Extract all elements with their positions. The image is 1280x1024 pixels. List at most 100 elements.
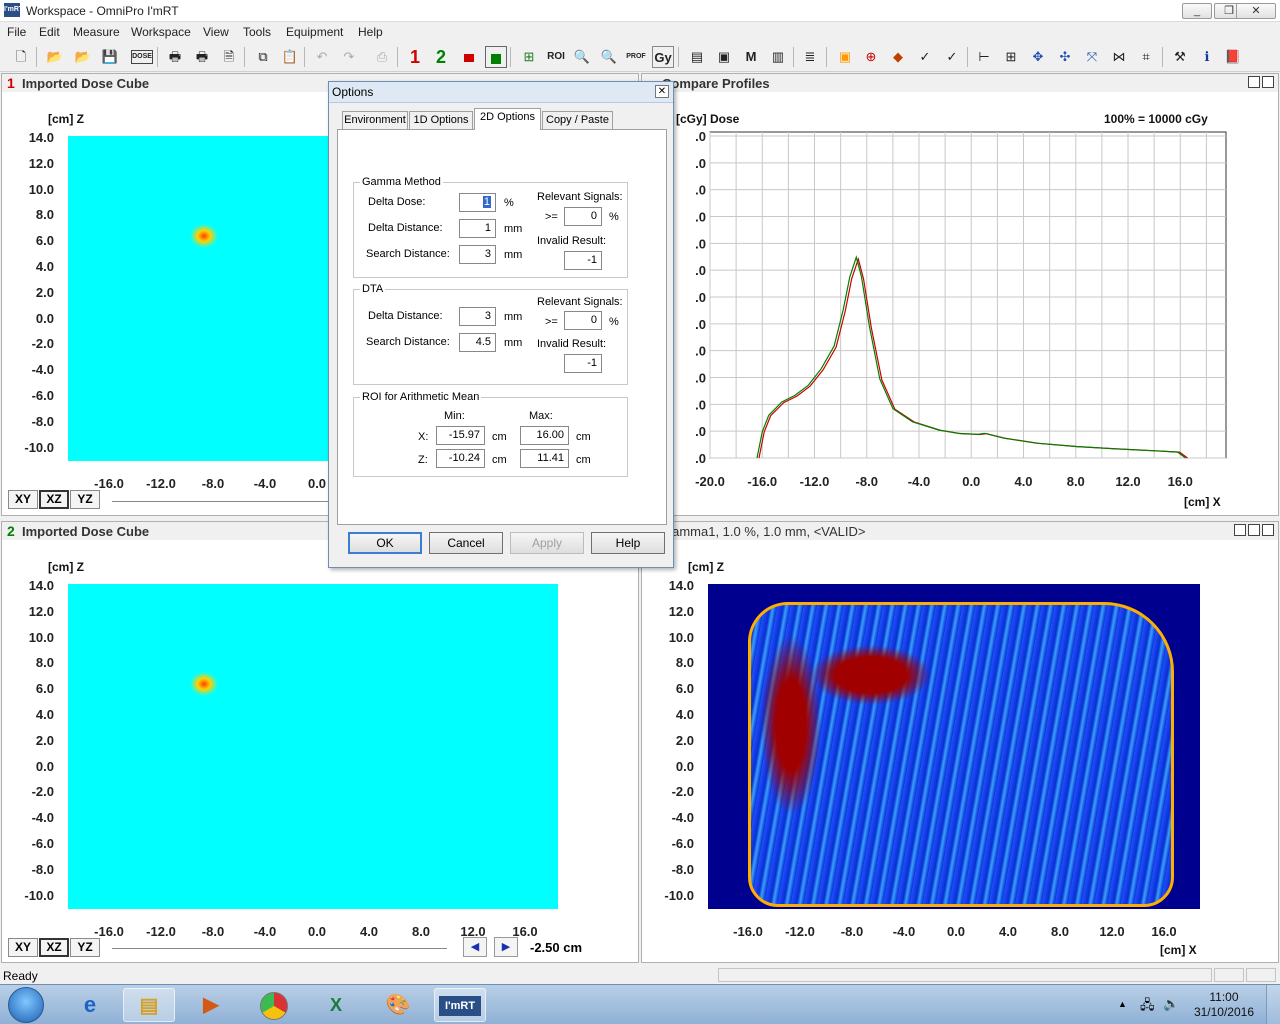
m-icon[interactable]: M (745, 49, 757, 64)
menu-equipment[interactable]: Equipment (286, 25, 344, 39)
imrt-taskbar-button[interactable]: I'mRT (434, 988, 486, 1022)
move-icon[interactable]: ✥ (1032, 49, 1044, 64)
disabled-print-icon[interactable]: ⎙ (376, 49, 388, 64)
internet-explorer-icon[interactable]: e (83, 992, 97, 1017)
tab-copy-paste[interactable]: Copy / Paste (542, 111, 613, 129)
view-yz-button[interactable]: YZ (70, 490, 100, 509)
relevant-signals-input[interactable]: 0 (564, 207, 602, 226)
gamma-map-image[interactable] (708, 584, 1200, 909)
menu-edit[interactable]: Edit (39, 25, 60, 39)
dataset-1-button[interactable]: 1 (409, 47, 420, 67)
view-yz-button[interactable]: YZ (70, 938, 100, 957)
profile-plot[interactable]: .0 .0 .0 .0 .0 .0 .0 .0 .0 .0 .0 .0 .0 -20.0 -16.0 -12.… (642, 74, 1279, 516)
new-icon[interactable]: 🗋 (15, 49, 27, 64)
profile-icon[interactable]: ⊞ (523, 49, 535, 64)
view-xy-button[interactable]: XY (8, 938, 38, 957)
plane-slider[interactable] (112, 948, 447, 951)
ok-button[interactable]: OK (348, 532, 422, 554)
isodose-icon[interactable]: ▣ (838, 49, 852, 64)
menu-measure[interactable]: Measure (73, 25, 120, 39)
align-icon[interactable]: ⊞ (1005, 49, 1017, 64)
media-player-icon[interactable]: ▶ (203, 994, 219, 1016)
close-button[interactable]: ✕ (1236, 3, 1276, 19)
open-icon[interactable]: 📂 (46, 49, 64, 64)
prev-plane-button[interactable]: ◀ (463, 937, 487, 957)
book-icon[interactable]: 📕 (1224, 49, 1242, 64)
close-panel-button[interactable] (1262, 524, 1274, 536)
rotate-icon[interactable]: ✣ (1059, 49, 1071, 64)
dose-distribution-image[interactable] (68, 136, 330, 461)
info-panel-icon[interactable]: ▣ (717, 49, 731, 64)
paste-icon[interactable]: 📋 (281, 49, 299, 64)
menu-file[interactable]: File (7, 25, 27, 39)
zoom-in-icon[interactable]: 🔍 (573, 49, 591, 64)
print-preview-icon[interactable]: 🗎 (223, 49, 235, 64)
axis-icon[interactable]: ⊢ (978, 49, 990, 64)
copy-icon[interactable]: ⧉ (258, 49, 268, 64)
minimize-button[interactable]: _ (1182, 3, 1212, 19)
dta-relevant-signals-input[interactable]: 0 (564, 311, 602, 330)
next-plane-button[interactable]: ▶ (494, 937, 518, 957)
compare-datasets-icon[interactable] (458, 46, 480, 68)
dose-distribution-image[interactable] (68, 584, 558, 909)
grid-icon[interactable]: ▥ (771, 49, 785, 64)
dataset-2-button[interactable]: 2 (435, 47, 446, 67)
invalid-result-input[interactable]: -1 (564, 251, 602, 270)
info-icon[interactable]: ℹ (1204, 49, 1210, 64)
view-xy-button[interactable]: XY (8, 490, 38, 509)
tab-environment[interactable]: Environment (342, 111, 408, 129)
roi-z-max-input[interactable]: 11.41 (520, 449, 569, 468)
overlay-icon[interactable] (485, 46, 507, 68)
view-xz-button[interactable]: XZ (39, 938, 69, 957)
show-desktop-button[interactable] (1266, 985, 1280, 1024)
menu-tools[interactable]: Tools (243, 25, 272, 39)
gamma-icon[interactable]: ✓ (919, 49, 931, 64)
plane-slider[interactable] (112, 501, 330, 504)
tab-2d-options[interactable]: 2D Options (474, 108, 541, 130)
list-button[interactable] (1234, 524, 1246, 536)
roi-x-min-input[interactable]: -15.97 (436, 426, 485, 445)
view-xz-button[interactable]: XZ (39, 490, 69, 509)
start-button[interactable] (8, 987, 44, 1023)
excel-icon[interactable]: X (329, 995, 342, 1015)
paint-icon[interactable]: 🎨 (385, 994, 411, 1016)
tray-arrow-icon[interactable]: ▲ (1118, 999, 1127, 1009)
menu-help[interactable]: Help (358, 25, 383, 39)
volume-icon[interactable]: 🔈 (1163, 996, 1180, 1011)
save-icon[interactable]: 💾 (101, 49, 119, 64)
cancel-button[interactable]: Cancel (429, 532, 503, 554)
undo-icon[interactable]: ↶ (316, 49, 328, 64)
tools-icon[interactable]: ⚒ (1174, 49, 1186, 64)
profile-tool-icon[interactable]: PROF (626, 53, 646, 60)
list-icon[interactable]: ≣ (804, 49, 816, 64)
close-panel-button[interactable] (1262, 76, 1274, 88)
clock[interactable]: 11:00 31/10/2016 (1194, 990, 1254, 1020)
open-measurement-icon[interactable]: 📂 (74, 49, 92, 64)
dose-icon[interactable]: DOSE (131, 50, 153, 64)
tab-1d-options[interactable]: 1D Options (409, 111, 473, 129)
search-distance-input[interactable]: 3 (459, 245, 496, 264)
roi-icon[interactable]: ROI (547, 51, 565, 62)
target-icon[interactable]: ⊕ (865, 49, 877, 64)
zoom-out-icon[interactable]: 🔍 (600, 49, 618, 64)
print-icon[interactable]: 🖶 (168, 49, 182, 64)
mirror-icon[interactable]: ⋈ (1112, 49, 1126, 64)
menu-view[interactable]: View (203, 25, 229, 39)
help-button[interactable]: Help (591, 532, 665, 554)
roi-x-max-input[interactable]: 16.00 (520, 426, 569, 445)
roi-z-min-input[interactable]: -10.24 (436, 449, 485, 468)
network-icon[interactable]: 🖧 (1140, 997, 1155, 1012)
menu-workspace[interactable]: Workspace (131, 25, 191, 39)
layout-button[interactable] (1248, 524, 1260, 536)
delta-dose-input[interactable]: 1 (459, 193, 496, 212)
table-icon[interactable]: ▤ (690, 49, 704, 64)
dta-delta-distance-input[interactable]: 3 (459, 307, 496, 326)
delta-distance-input[interactable]: 1 (459, 219, 496, 238)
color-wash-icon[interactable]: ◆ (893, 49, 903, 64)
file-explorer-icon[interactable]: ▤ (123, 988, 175, 1022)
redo-icon[interactable]: ↷ (343, 49, 355, 64)
layout-button[interactable] (1248, 76, 1260, 88)
dta-search-distance-input[interactable]: 4.5 (459, 333, 496, 352)
apply-button[interactable]: Apply (510, 532, 584, 554)
shift-icon[interactable]: ⤧ (1086, 49, 1098, 64)
